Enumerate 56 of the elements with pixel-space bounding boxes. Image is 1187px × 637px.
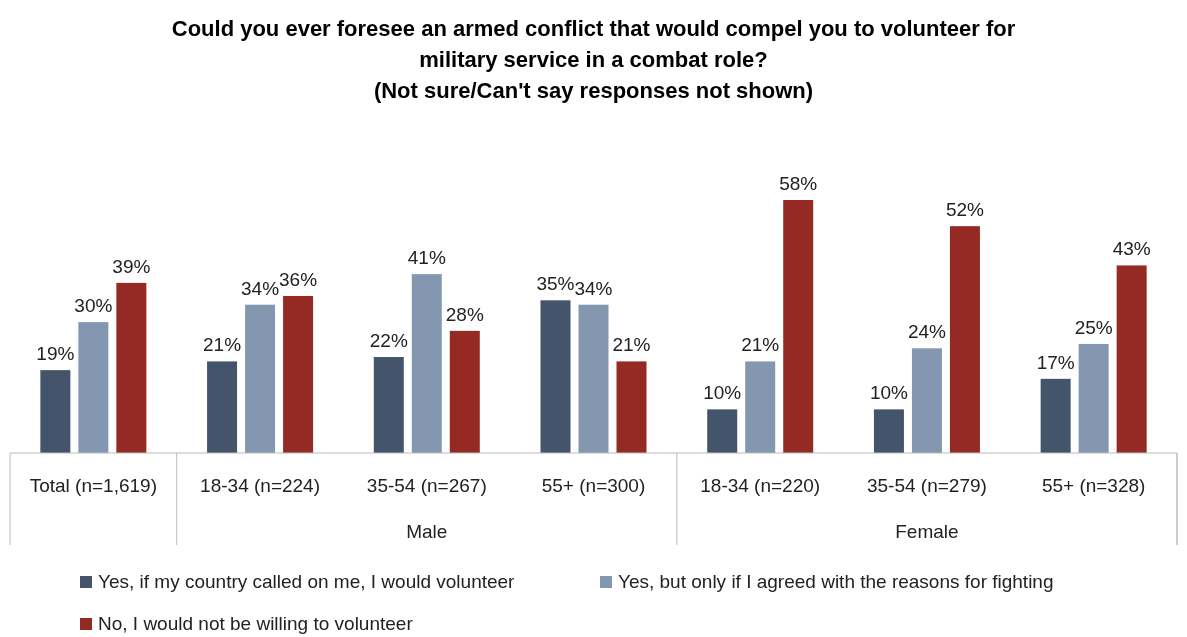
bar [207, 361, 238, 453]
chart-title: Could you ever foresee an armed conflict that would compel you to volunteer for military service in a combat role? [171, 16, 1016, 72]
bar [78, 322, 109, 453]
bar [578, 304, 609, 453]
x-tick-label: 35-54 (n=279) [866, 475, 987, 496]
data-label: 58% [779, 173, 818, 194]
data-label: 24% [907, 321, 947, 343]
data-label: 21% [203, 334, 242, 356]
bar [245, 304, 276, 453]
legend-label: Yes, but only if I agreed with the reasons for fighting [618, 571, 1054, 592]
bar [411, 274, 442, 453]
bar [283, 295, 314, 453]
x-tick-label: 18-34 (n=224) [200, 475, 321, 496]
legend-label: Yes, if my country called on me, I would volunteer [98, 571, 516, 592]
bar [449, 330, 480, 453]
data-label: 28% [445, 303, 484, 325]
data-label: 21% [741, 334, 780, 356]
data-label: 35% [536, 273, 575, 295]
bar [1078, 343, 1109, 453]
bar [745, 361, 776, 453]
bar [40, 370, 71, 453]
bar [911, 348, 942, 453]
bar [707, 409, 738, 453]
data-label: 30% [74, 295, 113, 317]
data-label: 25% [1074, 316, 1113, 338]
data-label: 21% [612, 334, 651, 356]
chart-subtitle: (Not sure/Can't say responses not shown) [373, 78, 814, 103]
data-label: 10% [703, 382, 742, 404]
data-label: 36% [279, 268, 318, 290]
data-label: 10% [869, 382, 909, 404]
data-label: 34% [241, 277, 280, 299]
x-tick-label: 35-54 (n=267) [366, 475, 487, 496]
bar [616, 361, 647, 453]
data-label: 52% [945, 199, 985, 221]
bar [783, 200, 814, 453]
data-label: 39% [112, 255, 151, 277]
data-label: 43% [1112, 238, 1151, 260]
bar [873, 409, 904, 453]
data-label: 19% [36, 343, 75, 365]
bar [116, 282, 147, 453]
bar [949, 226, 980, 453]
legend-label: No, I would not be willing to volunteer [98, 613, 414, 634]
text: Female [895, 521, 959, 542]
bar [373, 357, 404, 453]
data-label: 22% [369, 330, 408, 352]
data-label: 17% [1036, 351, 1075, 373]
data-label: 41% [407, 247, 446, 269]
bar [540, 300, 571, 453]
x-tick-label: 55+ (n=328) [1041, 475, 1146, 496]
bar [1116, 265, 1147, 453]
data-label: 34% [574, 277, 613, 299]
x-tick-label: Total (n=1,619) [29, 475, 157, 496]
bar [1040, 378, 1071, 453]
x-tick-label: 18-34 (n=220) [700, 475, 821, 496]
x-tick-label: 55+ (n=300) [541, 475, 646, 496]
text: Male [406, 521, 448, 542]
